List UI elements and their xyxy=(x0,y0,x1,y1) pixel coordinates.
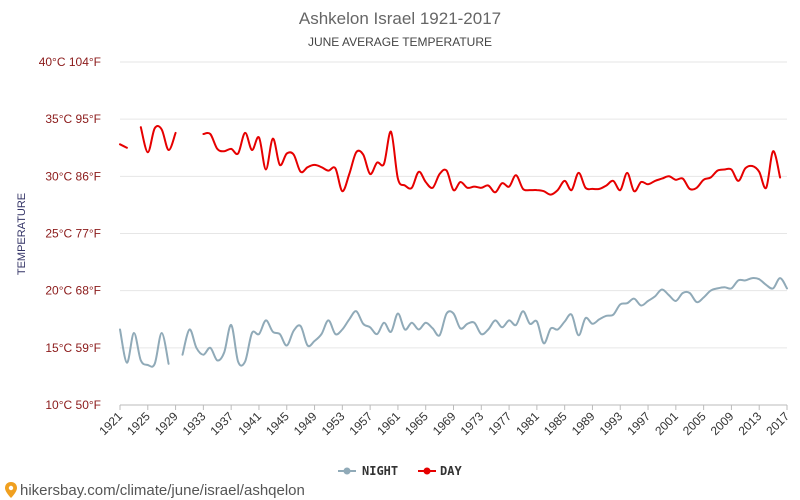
x-tick-label: 1961 xyxy=(374,409,403,438)
x-tick-label: 2009 xyxy=(708,409,737,438)
x-tick-label: 1981 xyxy=(513,409,542,438)
x-tick-label: 1957 xyxy=(346,409,375,438)
x-tick-label: 2005 xyxy=(680,409,709,438)
x-tick-label: 1989 xyxy=(569,409,598,438)
y-axis-label: TEMPERATURE xyxy=(16,193,28,275)
x-tick-label: 1933 xyxy=(180,409,209,438)
legend-item-day[interactable]: DAY xyxy=(418,464,462,478)
legend-day-label: DAY xyxy=(440,464,462,478)
x-tick-label: 2001 xyxy=(652,409,681,438)
x-tick-label: 1945 xyxy=(263,409,292,438)
day-series-line xyxy=(119,143,128,149)
legend-night-marker xyxy=(343,467,351,475)
x-tick-label: 1953 xyxy=(319,409,348,438)
x-tick-label: 1965 xyxy=(402,409,431,438)
day-series-line xyxy=(139,125,177,154)
x-tick-label: 1997 xyxy=(624,409,653,438)
x-tick-label: 1993 xyxy=(597,409,626,438)
chart-subtitle: JUNE AVERAGE TEMPERATURE xyxy=(308,35,492,49)
watermark-text: hikersbay.com/climate/june/israel/ashqel… xyxy=(20,482,305,499)
y-tick-label: 25°C 77°F xyxy=(45,227,101,241)
x-tick-label: 1985 xyxy=(541,409,570,438)
y-tick-label: 35°C 95°F xyxy=(45,112,101,126)
x-tick-label: 1937 xyxy=(208,409,237,438)
y-tick-label: 20°C 68°F xyxy=(45,284,101,298)
x-axis-ticks: 1921 1925 1929 1933 1937 1941 1945 1949 1953 1957… xyxy=(96,405,792,438)
x-tick-label: 1969 xyxy=(430,409,459,438)
y-tick-label: 15°C 59°F xyxy=(45,341,101,355)
x-tick-label: 2017 xyxy=(763,409,792,438)
y-axis-ticks: 10°C 50°F 15°C 59°F 20°C 68°F 25°C 77°F 30°C… xyxy=(39,55,101,412)
x-tick-label: 1921 xyxy=(96,409,125,438)
y-tick-label: 40°C 104°F xyxy=(39,55,101,69)
series-lines xyxy=(119,125,788,368)
day-series-line xyxy=(202,130,782,196)
x-tick-label: 2013 xyxy=(736,409,765,438)
y-tick-label: 10°C 50°F xyxy=(45,398,101,412)
gridlines xyxy=(120,61,787,406)
x-tick-label: 1929 xyxy=(152,409,181,438)
legend-day-marker xyxy=(423,467,431,475)
chart-title: Ashkelon Israel 1921-2017 xyxy=(299,9,501,28)
x-tick-label: 1977 xyxy=(485,409,514,438)
night-series-line xyxy=(181,277,788,367)
y-tick-label: 30°C 86°F xyxy=(45,169,101,183)
legend-night-label: NIGHT xyxy=(362,464,398,478)
map-pin-icon xyxy=(5,482,17,498)
x-tick-label: 1925 xyxy=(124,409,153,438)
legend-item-night[interactable]: NIGHT xyxy=(338,464,398,478)
x-tick-label: 1941 xyxy=(235,409,264,438)
x-tick-label: 1949 xyxy=(291,409,320,438)
night-series-line xyxy=(119,328,170,368)
legend: NIGHT DAY xyxy=(338,464,462,478)
x-tick-label: 1973 xyxy=(458,409,487,438)
watermark[interactable]: hikersbay.com/climate/june/israel/ashqel… xyxy=(5,482,305,499)
